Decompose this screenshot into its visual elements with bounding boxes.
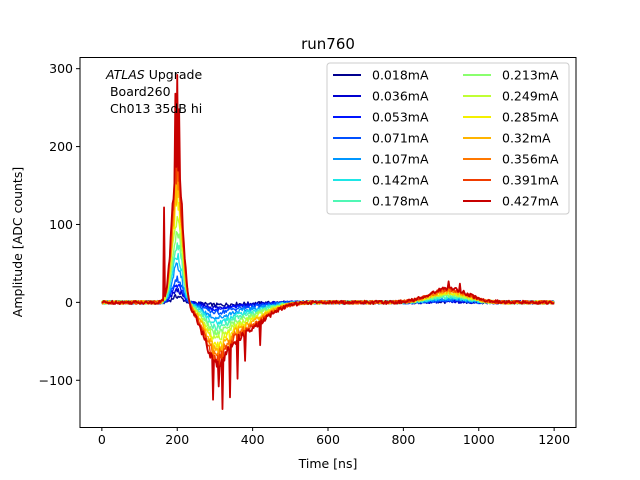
x-tick-label-1000: 1000 bbox=[463, 432, 495, 447]
legend-frame bbox=[326, 62, 570, 215]
y-tick-label--100: −100 bbox=[39, 373, 73, 388]
legend-label-0.053mA: 0.053mA bbox=[372, 110, 429, 125]
y-tick-label-100: 100 bbox=[49, 217, 73, 232]
x-tick-label-200: 200 bbox=[165, 432, 189, 447]
x-tick-label-0: 0 bbox=[98, 432, 106, 447]
legend-label-0.036mA: 0.036mA bbox=[372, 89, 429, 104]
legend-items: 0.018mA 0.036mA 0.053mA 0.071mA 0.107mA 0.142… bbox=[333, 68, 559, 209]
annotation-line-2: Board260 bbox=[106, 84, 171, 99]
legend-label-0.249mA: 0.249mA bbox=[502, 89, 559, 104]
x-axis: 0 200 400 600 800 1000 1200 bbox=[98, 427, 570, 447]
x-axis-label: Time [ns] bbox=[298, 456, 358, 471]
y-axis-label: Amplitude [ADC counts] bbox=[10, 167, 25, 317]
legend-label-0.356mA: 0.356mA bbox=[502, 152, 559, 167]
legend-label-0.071mA: 0.071mA bbox=[372, 131, 429, 146]
legend-label-0.32mA: 0.32mA bbox=[502, 131, 551, 146]
annotation-upgrade: Upgrade bbox=[145, 67, 203, 82]
annotation-line-3: Ch013 35dB hi bbox=[106, 101, 202, 116]
y-axis: −100 0 100 200 300 bbox=[39, 61, 80, 388]
x-tick-label-800: 800 bbox=[391, 432, 415, 447]
x-tick-label-400: 400 bbox=[241, 432, 265, 447]
legend-label-0.142mA: 0.142mA bbox=[372, 173, 429, 188]
plot-area bbox=[79, 57, 577, 428]
x-tick-label-600: 600 bbox=[316, 432, 340, 447]
legend-label-0.391mA: 0.391mA bbox=[502, 173, 559, 188]
legend-label-0.018mA: 0.018mA bbox=[372, 68, 429, 83]
legend-label-0.107mA: 0.107mA bbox=[372, 152, 429, 167]
y-tick-label-300: 300 bbox=[49, 61, 73, 76]
series-line-0.427mA bbox=[101, 74, 555, 410]
legend-label-0.427mA: 0.427mA bbox=[502, 194, 559, 209]
legend-label-0.285mA: 0.285mA bbox=[502, 110, 559, 125]
legend-label-0.178mA: 0.178mA bbox=[372, 194, 429, 209]
y-tick-label-200: 200 bbox=[49, 139, 73, 154]
chart-title: run760 bbox=[301, 35, 355, 53]
annotation-atlas: ATLAS bbox=[105, 67, 145, 82]
legend-label-0.213mA: 0.213mA bbox=[502, 68, 559, 83]
y-tick-label-0: 0 bbox=[65, 295, 73, 310]
series-group bbox=[101, 74, 555, 410]
x-tick-label-1200: 1200 bbox=[538, 432, 570, 447]
atlas-annotation: ATLAS Upgrade Board260 Ch013 35dB hi bbox=[105, 67, 202, 116]
annotation-line-1: ATLAS Upgrade bbox=[105, 67, 202, 82]
legend: 0.018mA 0.036mA 0.053mA 0.071mA 0.107mA 0.142… bbox=[326, 62, 570, 215]
